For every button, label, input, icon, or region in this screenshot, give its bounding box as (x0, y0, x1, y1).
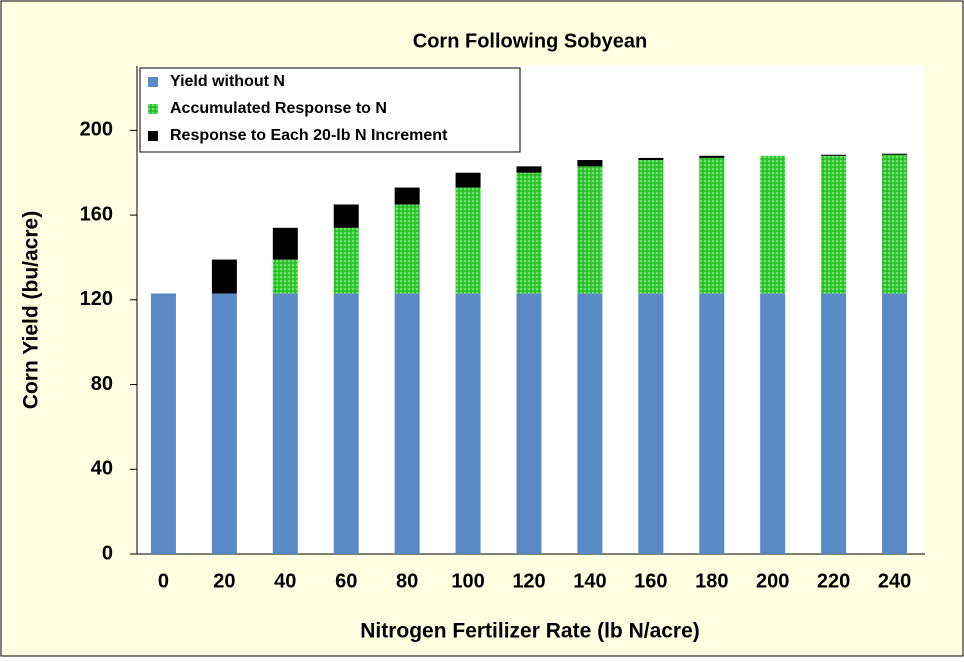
legend (139, 67, 521, 153)
bar-segment (516, 172, 542, 294)
y-tick-label: 40 (91, 458, 113, 480)
bar-segment (333, 204, 359, 228)
bar-segment (882, 293, 908, 554)
y-tick-label: 160 (80, 203, 113, 225)
legend-swatch (148, 131, 158, 141)
bar-segment (577, 166, 603, 294)
bar-segment (150, 293, 176, 554)
x-tick-label: 240 (878, 570, 911, 592)
x-tick-label: 160 (634, 570, 667, 592)
bar-segment (821, 155, 847, 294)
x-tick-label: 180 (695, 570, 728, 592)
bar-segment (394, 187, 420, 205)
bar-segment (638, 293, 664, 554)
bar-segment (821, 154, 847, 156)
bar-segment (882, 154, 908, 294)
bar-segment (699, 293, 725, 554)
x-tick-label: 60 (335, 570, 357, 592)
legend-label: Yield without N (170, 73, 285, 90)
x-tick-label: 200 (756, 570, 789, 592)
bar-segment (455, 187, 481, 294)
chart-title: Corn Following Sobyean (413, 30, 647, 52)
x-tick-label: 140 (573, 570, 606, 592)
bar-segment (333, 227, 359, 294)
y-tick-label: 200 (80, 119, 113, 141)
bar-segment (577, 160, 603, 167)
bar-segment (272, 259, 298, 294)
y-tick-label: 80 (91, 373, 113, 395)
bar-segment (211, 293, 237, 554)
x-tick-label: 120 (512, 570, 545, 592)
bar-segment (699, 157, 725, 294)
legend-label: Accumulated Response to N (170, 100, 387, 117)
x-axis-label: Nitrogen Fertilizer Rate (lb N/acre) (360, 620, 700, 643)
bar-segment (516, 166, 542, 173)
bar-segment (394, 204, 420, 294)
x-tick-label: 20 (213, 570, 235, 592)
x-tick-label: 0 (158, 570, 169, 592)
bar-segment (699, 155, 725, 158)
bar-segment (760, 293, 786, 554)
bar-segment (516, 293, 542, 554)
bar-segment (638, 157, 664, 161)
x-tick-label: 220 (817, 570, 850, 592)
bar-segment (272, 293, 298, 554)
bar-segment (638, 160, 664, 294)
x-tick-label: 40 (274, 570, 296, 592)
bar-segment (211, 259, 237, 294)
bar-segment (394, 293, 420, 554)
legend-label: Response to Each 20-lb N Increment (170, 127, 448, 144)
y-tick-label: 0 (102, 542, 113, 564)
y-tick-label: 120 (80, 288, 113, 310)
legend-swatch (148, 104, 158, 114)
bar-segment (821, 293, 847, 554)
bar-segment (455, 293, 481, 554)
legend-swatch (148, 77, 158, 87)
bar-segment (577, 293, 603, 554)
bar-segment (272, 227, 298, 260)
y-axis-label: Corn Yield (bu/acre) (20, 211, 43, 409)
x-tick-label: 100 (451, 570, 484, 592)
bar-segment (882, 153, 908, 155)
x-tick-label: 80 (396, 570, 418, 592)
bar-segment (333, 293, 359, 554)
bar-segment (455, 172, 481, 188)
bar-segment (760, 155, 786, 294)
